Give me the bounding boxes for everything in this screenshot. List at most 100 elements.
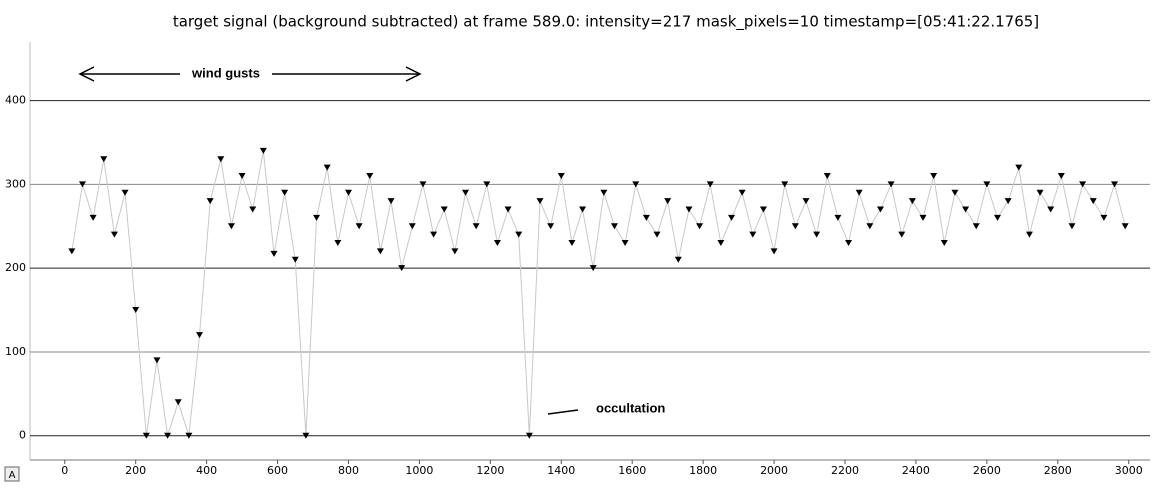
marker — [930, 173, 938, 180]
x-tick-label: 2600 — [973, 464, 1001, 477]
x-tick-label: 1200 — [476, 464, 504, 477]
marker — [462, 189, 470, 196]
marker — [387, 198, 395, 205]
marker — [940, 240, 948, 247]
x-tick-label: 0 — [61, 464, 68, 477]
x-tick-label: 2200 — [831, 464, 859, 477]
marker — [579, 206, 587, 213]
marker — [951, 189, 959, 196]
marker — [632, 181, 640, 188]
marker — [1111, 181, 1119, 188]
marker — [355, 223, 363, 230]
marker — [472, 223, 480, 230]
marker — [1025, 231, 1033, 238]
y-tick-label: 300 — [5, 177, 26, 190]
marker — [642, 214, 650, 221]
marker — [249, 206, 257, 213]
marker — [823, 173, 831, 180]
marker — [376, 248, 384, 255]
occultation-pointer — [547, 409, 579, 415]
annotation-bg — [180, 64, 272, 84]
marker — [866, 223, 874, 230]
marker — [1089, 198, 1097, 205]
marker — [802, 198, 810, 205]
marker — [1004, 198, 1012, 205]
marker — [919, 214, 927, 221]
marker — [121, 189, 129, 196]
series-line — [71, 150, 1126, 436]
x-tick-label: 2000 — [760, 464, 788, 477]
y-tick-label: 0 — [19, 429, 26, 442]
chart-title: target signal (background subtracted) at… — [173, 13, 1039, 32]
marker — [696, 223, 704, 230]
marker — [557, 173, 565, 180]
x-tick-label: 1400 — [547, 464, 575, 477]
marker — [259, 147, 267, 154]
marker — [78, 181, 86, 188]
marker — [334, 240, 342, 247]
marker — [504, 206, 512, 213]
marker — [281, 189, 289, 196]
marker — [845, 240, 853, 247]
marker — [908, 198, 916, 205]
marker — [238, 173, 246, 180]
y-tick-label: 400 — [5, 94, 26, 107]
marker — [68, 248, 76, 255]
marker — [1036, 189, 1044, 196]
marker — [621, 240, 629, 247]
marker — [493, 240, 501, 247]
marker — [993, 214, 1001, 221]
marker — [1079, 181, 1087, 188]
marker — [813, 231, 821, 238]
marker — [589, 265, 597, 272]
marker — [174, 399, 182, 406]
marker — [791, 223, 799, 230]
marker — [972, 223, 980, 230]
corner-icon: A — [4, 466, 20, 482]
marker — [1047, 206, 1055, 213]
marker — [323, 164, 331, 171]
x-tick-label: 1000 — [405, 464, 433, 477]
marker — [164, 432, 172, 439]
marker — [430, 231, 438, 238]
x-tick-label: 2800 — [1044, 464, 1072, 477]
marker — [738, 189, 746, 196]
marker — [568, 240, 576, 247]
marker — [855, 189, 863, 196]
x-tick-label: 600 — [267, 464, 288, 477]
marker — [344, 189, 352, 196]
marker — [483, 181, 491, 188]
marker — [185, 432, 193, 439]
marker — [983, 181, 991, 188]
marker — [781, 181, 789, 188]
marker — [962, 206, 970, 213]
marker — [515, 231, 523, 238]
marker — [227, 223, 235, 230]
marker — [876, 206, 884, 213]
x-tick-label: 3000 — [1115, 464, 1143, 477]
annotation: wind gusts — [191, 65, 260, 80]
marker — [1015, 164, 1023, 171]
marker — [217, 156, 225, 163]
marker — [142, 432, 150, 439]
marker — [834, 214, 842, 221]
marker — [132, 307, 140, 314]
marker — [536, 198, 544, 205]
marker — [89, 214, 97, 221]
x-tick-label: 2400 — [902, 464, 930, 477]
marker — [759, 206, 767, 213]
marker — [717, 240, 725, 247]
marker — [1121, 223, 1129, 230]
marker — [600, 189, 608, 196]
x-tick-label: 200 — [125, 464, 146, 477]
marker — [302, 432, 310, 439]
marker — [653, 231, 661, 238]
marker — [270, 250, 278, 257]
y-tick-label: 200 — [5, 261, 26, 274]
marker — [206, 198, 214, 205]
marker — [291, 256, 299, 263]
marker — [706, 181, 714, 188]
x-tick-label: 800 — [338, 464, 359, 477]
marker — [1057, 173, 1065, 180]
